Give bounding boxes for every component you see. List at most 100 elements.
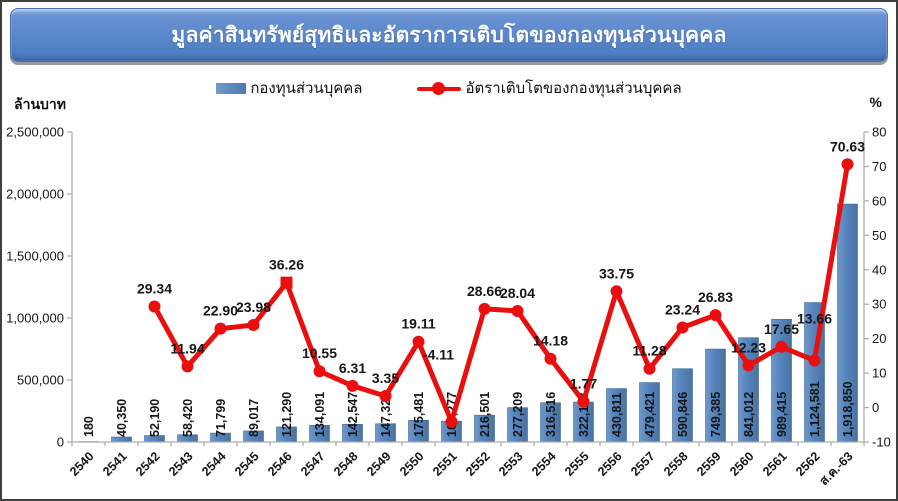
left-axis-tick-label-2: 1,000,000 [6, 311, 64, 326]
growth-value-label-19: 26.83 [698, 289, 733, 305]
legend-item-line-series: อัตราเติบโตของกองทุนส่วนบุคคล [417, 76, 682, 100]
x-axis-label-3: 2543 [166, 449, 196, 479]
growth-value-label-9: 3.35 [372, 370, 399, 386]
growth-marker-23 [841, 158, 854, 171]
x-axis-label-6: 2546 [265, 449, 295, 479]
growth-marker-5 [247, 318, 260, 331]
left-axis-tick-label-5: 2,500,000 [6, 125, 64, 140]
x-axis-label-1: 2541 [100, 449, 130, 479]
bar-value-label-12: 216,501 [478, 392, 492, 437]
x-axis-label-5: 2545 [232, 449, 262, 479]
bar-value-label-16: 430,811 [610, 392, 624, 437]
x-axis-label-10: 2550 [397, 449, 427, 479]
growth-value-label-16: 33.75 [599, 265, 634, 281]
x-axis-label-18: 2558 [661, 449, 691, 479]
growth-marker-7 [313, 365, 326, 378]
growth-value-label-6: 36.26 [269, 257, 304, 273]
bar-value-label-17: 479,421 [643, 392, 657, 437]
right-axis-tick-label-9: 80 [872, 125, 886, 140]
growth-value-label-12: 28.66 [467, 283, 502, 299]
right-axis-tick-label-7: 60 [872, 193, 886, 208]
bar-value-label-7: 134,091 [313, 392, 327, 437]
growth-marker-22 [808, 354, 821, 367]
growth-value-label-2: 29.34 [137, 280, 172, 296]
growth-marker-16 [610, 285, 623, 298]
right-axis-unit-label: % [869, 94, 882, 110]
bar-value-label-9: 147,328 [379, 392, 393, 437]
line-marker-dot-icon [432, 81, 446, 95]
bar-value-label-23: 1,918,850 [841, 381, 855, 437]
growth-value-label-13: 28.04 [500, 285, 535, 301]
legend-item-bar-series: กองทุนส่วนบุคคล [216, 76, 362, 100]
bar-value-label-0: 180 [82, 416, 96, 437]
growth-marker-12 [478, 302, 491, 315]
x-axis-label-20: 2560 [727, 449, 757, 479]
right-axis-tick-label-1: 0 [872, 400, 879, 415]
growth-marker-3 [181, 360, 194, 373]
bar-value-label-19: 749,385 [709, 392, 723, 437]
bar-value-label-4: 71,799 [214, 399, 228, 437]
right-axis-tick-label-4: 30 [872, 297, 886, 312]
right-axis-tick-label-2: 10 [872, 366, 886, 381]
line-series-label: อัตราเติบโตของกองทุนส่วนบุคคล [465, 80, 682, 97]
x-axis-label-17: 2557 [628, 449, 658, 479]
x-axis-label-19: 2559 [694, 449, 724, 479]
growth-marker-17 [643, 362, 656, 375]
left-axis-tick-label-1: 500,000 [17, 373, 64, 388]
growth-value-label-20: 12.23 [731, 339, 766, 355]
growth-value-label-7: 10.55 [302, 345, 337, 361]
x-axis-label-9: 2549 [364, 449, 394, 479]
chart-title: มูลค่าสินทรัพย์สุทธิและอัตราการเติบโตของ… [171, 23, 727, 47]
growth-value-label-10: 19.11 [401, 316, 435, 332]
right-axis-tick-label-0: -10 [872, 435, 891, 450]
bar-value-label-5: 89,017 [247, 399, 261, 437]
bar-value-label-3: 58,420 [181, 399, 195, 437]
x-axis-label-11: 2551 [430, 449, 460, 479]
growth-marker-21 [775, 340, 788, 353]
x-axis-label-23: ส.ค.-63 [817, 449, 856, 488]
x-axis-label-21: 2561 [760, 449, 790, 479]
right-axis-tick-label-6: 50 [872, 228, 886, 243]
growth-marker-2 [148, 300, 161, 313]
growth-value-label-18: 23.24 [665, 302, 700, 318]
legend: กองทุนส่วนบุคคล อัตราเติบโตของกองทุนส่วน… [2, 78, 896, 98]
growth-value-label-4: 22.90 [203, 303, 238, 319]
growth-marker-11 [445, 415, 458, 428]
growth-value-label-11: -4.11 [423, 347, 454, 363]
growth-line [152, 161, 850, 425]
growth-value-label-17: 11.28 [632, 343, 666, 359]
left-axis-tick-label-0: 0 [57, 435, 64, 450]
x-axis-label-4: 2544 [199, 449, 229, 479]
growth-marker-14 [544, 352, 557, 365]
bar-value-label-20: 841,012 [742, 392, 756, 437]
growth-value-label-14: 14.18 [533, 333, 568, 349]
x-axis-label-2: 2542 [133, 449, 163, 479]
x-axis-label-8: 2548 [331, 449, 361, 479]
bar-value-label-21: 989,415 [775, 392, 789, 437]
growth-marker-10 [412, 335, 425, 348]
growth-value-label-21: 17.65 [764, 321, 799, 337]
bar-value-label-18: 590,846 [676, 392, 690, 437]
growth-marker-9 [379, 390, 392, 403]
right-axis-tick-label-3: 20 [872, 331, 886, 346]
x-axis-label-15: 2555 [562, 449, 592, 479]
chart-title-bar: มูลค่าสินทรัพย์สุทธิและอัตราการเติบโตของ… [10, 8, 888, 62]
growth-marker-8 [346, 379, 359, 392]
growth-marker-4 [214, 322, 227, 335]
growth-marker-19 [709, 309, 722, 322]
left-axis-tick-label-4: 2,000,000 [6, 187, 64, 202]
x-axis-label-7: 2547 [298, 449, 328, 479]
x-axis-label-13: 2553 [496, 449, 526, 479]
bar-value-label-10: 175,481 [412, 392, 426, 437]
left-axis-unit-label: ล้านบาท [14, 96, 66, 112]
bar-series-label: กองทุนส่วนบุคคล [250, 80, 363, 97]
x-axis-label-22: 2562 [793, 449, 823, 479]
growth-marker-square-6 [280, 276, 293, 289]
growth-value-label-5: 23.98 [236, 299, 271, 315]
growth-value-label-22: 13.66 [797, 311, 832, 327]
x-axis-label-12: 2552 [463, 449, 493, 479]
growth-marker-13 [511, 304, 524, 317]
left-axis-tick-label-3: 1,500,000 [6, 249, 64, 264]
